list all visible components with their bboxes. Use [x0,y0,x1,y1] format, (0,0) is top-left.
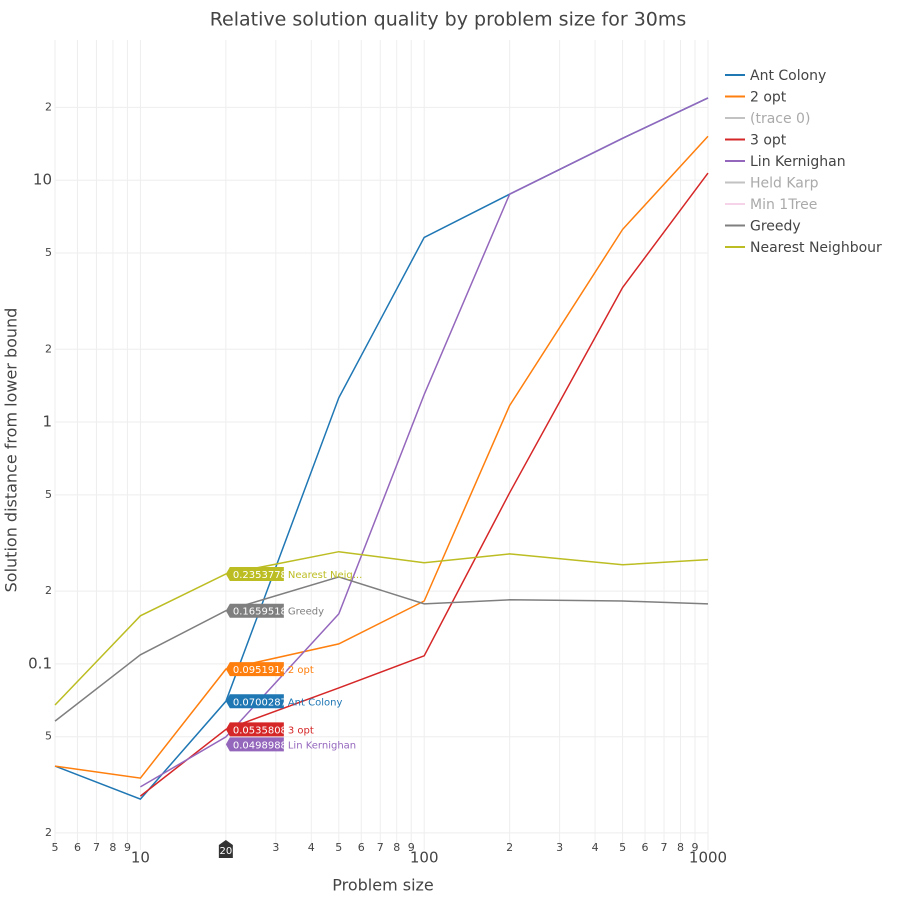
hover-box [225,694,284,709]
series-line [54,135,709,779]
hover-box [225,737,284,752]
x-tick-label: 6 [642,841,649,854]
legend-label: (trace 0) [750,111,810,127]
legend-label: 2 opt [750,90,787,106]
legend-label: Greedy [750,219,801,235]
y-tick-label: 5 [45,246,52,259]
hover-name: Ant Colony [288,697,343,708]
hover-name: Greedy [288,607,324,618]
y-tick-label: 5 [45,488,52,501]
x-tick-label: 3 [272,841,279,854]
hover-name: 3 opt [288,725,314,736]
x-tick-label: 100 [410,849,439,867]
hover-value: 0.05358087 [233,725,293,736]
x-tick-label: 4 [308,841,315,854]
y-tick-label: 0.1 [28,654,52,672]
x-tick-label: 9 [124,841,131,854]
x-tick-label: 5 [52,841,59,854]
x-tick-label: 8 [393,841,400,854]
y-tick-label: 2 [45,342,52,355]
series-line [54,576,709,722]
x-tick-label: 4 [592,841,599,854]
hover-x-pointer [218,840,233,858]
series-line [54,97,709,800]
y-tick-label: 2 [45,100,52,113]
x-tick-label: 8 [677,841,684,854]
hover-name: Nearest Neig... [288,570,362,581]
x-tick-label: 7 [377,841,384,854]
x-tick-label: 2 [506,841,513,854]
x-tick-label: 10 [131,849,150,867]
hover-value: 0.07002877 [233,697,293,708]
y-tick-label: 2 [45,826,52,839]
y-tick-label: 10 [33,171,52,189]
x-tick-label: 1000 [689,849,727,867]
x-tick-label: 9 [408,841,415,854]
legend-label: Nearest Neighbour [750,240,882,256]
hover-box [225,566,284,581]
x-axis-label: Problem size [332,876,434,895]
grid [54,40,709,850]
y-tick-label: 5 [45,730,52,743]
x-tick-label: 8 [109,841,116,854]
legend-label: Ant Colony [750,68,826,84]
hover-value: 0.0498988 [233,740,287,751]
chart-title: Relative solution quality by problem siz… [210,9,687,31]
x-tick-label: 9 [692,841,699,854]
x-tick-label: 7 [93,841,100,854]
x-tick-label: 7 [661,841,668,854]
x-tick-label: 5 [619,841,626,854]
hover-value: 0.09519147 [233,665,293,676]
hover-box [225,662,284,677]
x-tick-label: 6 [74,841,81,854]
x-tick-label: 6 [358,841,365,854]
hover-name: 2 opt [288,665,314,676]
hover-value: 0.2353778 [233,570,287,581]
series-line [140,97,709,788]
x-tick-label: 5 [335,841,342,854]
legend-label: 3 opt [750,133,787,149]
legend-label: Lin Kernighan [750,154,846,170]
x-tick-label: 3 [556,841,563,854]
hover-value: 0.1659518 [233,607,287,618]
hover-name: Lin Kernighan [288,740,356,751]
legend-label: Held Karp [750,176,819,192]
hover-box [225,603,284,618]
hover-box [225,722,284,737]
series-line [54,550,709,706]
y-tick-label: 1 [42,413,52,431]
y-tick-label: 2 [45,584,52,597]
legend-label: Min 1Tree [750,197,817,213]
hover-x-label: 20 [219,846,232,857]
y-axis-label: Solution distance from lower bound [2,308,21,593]
